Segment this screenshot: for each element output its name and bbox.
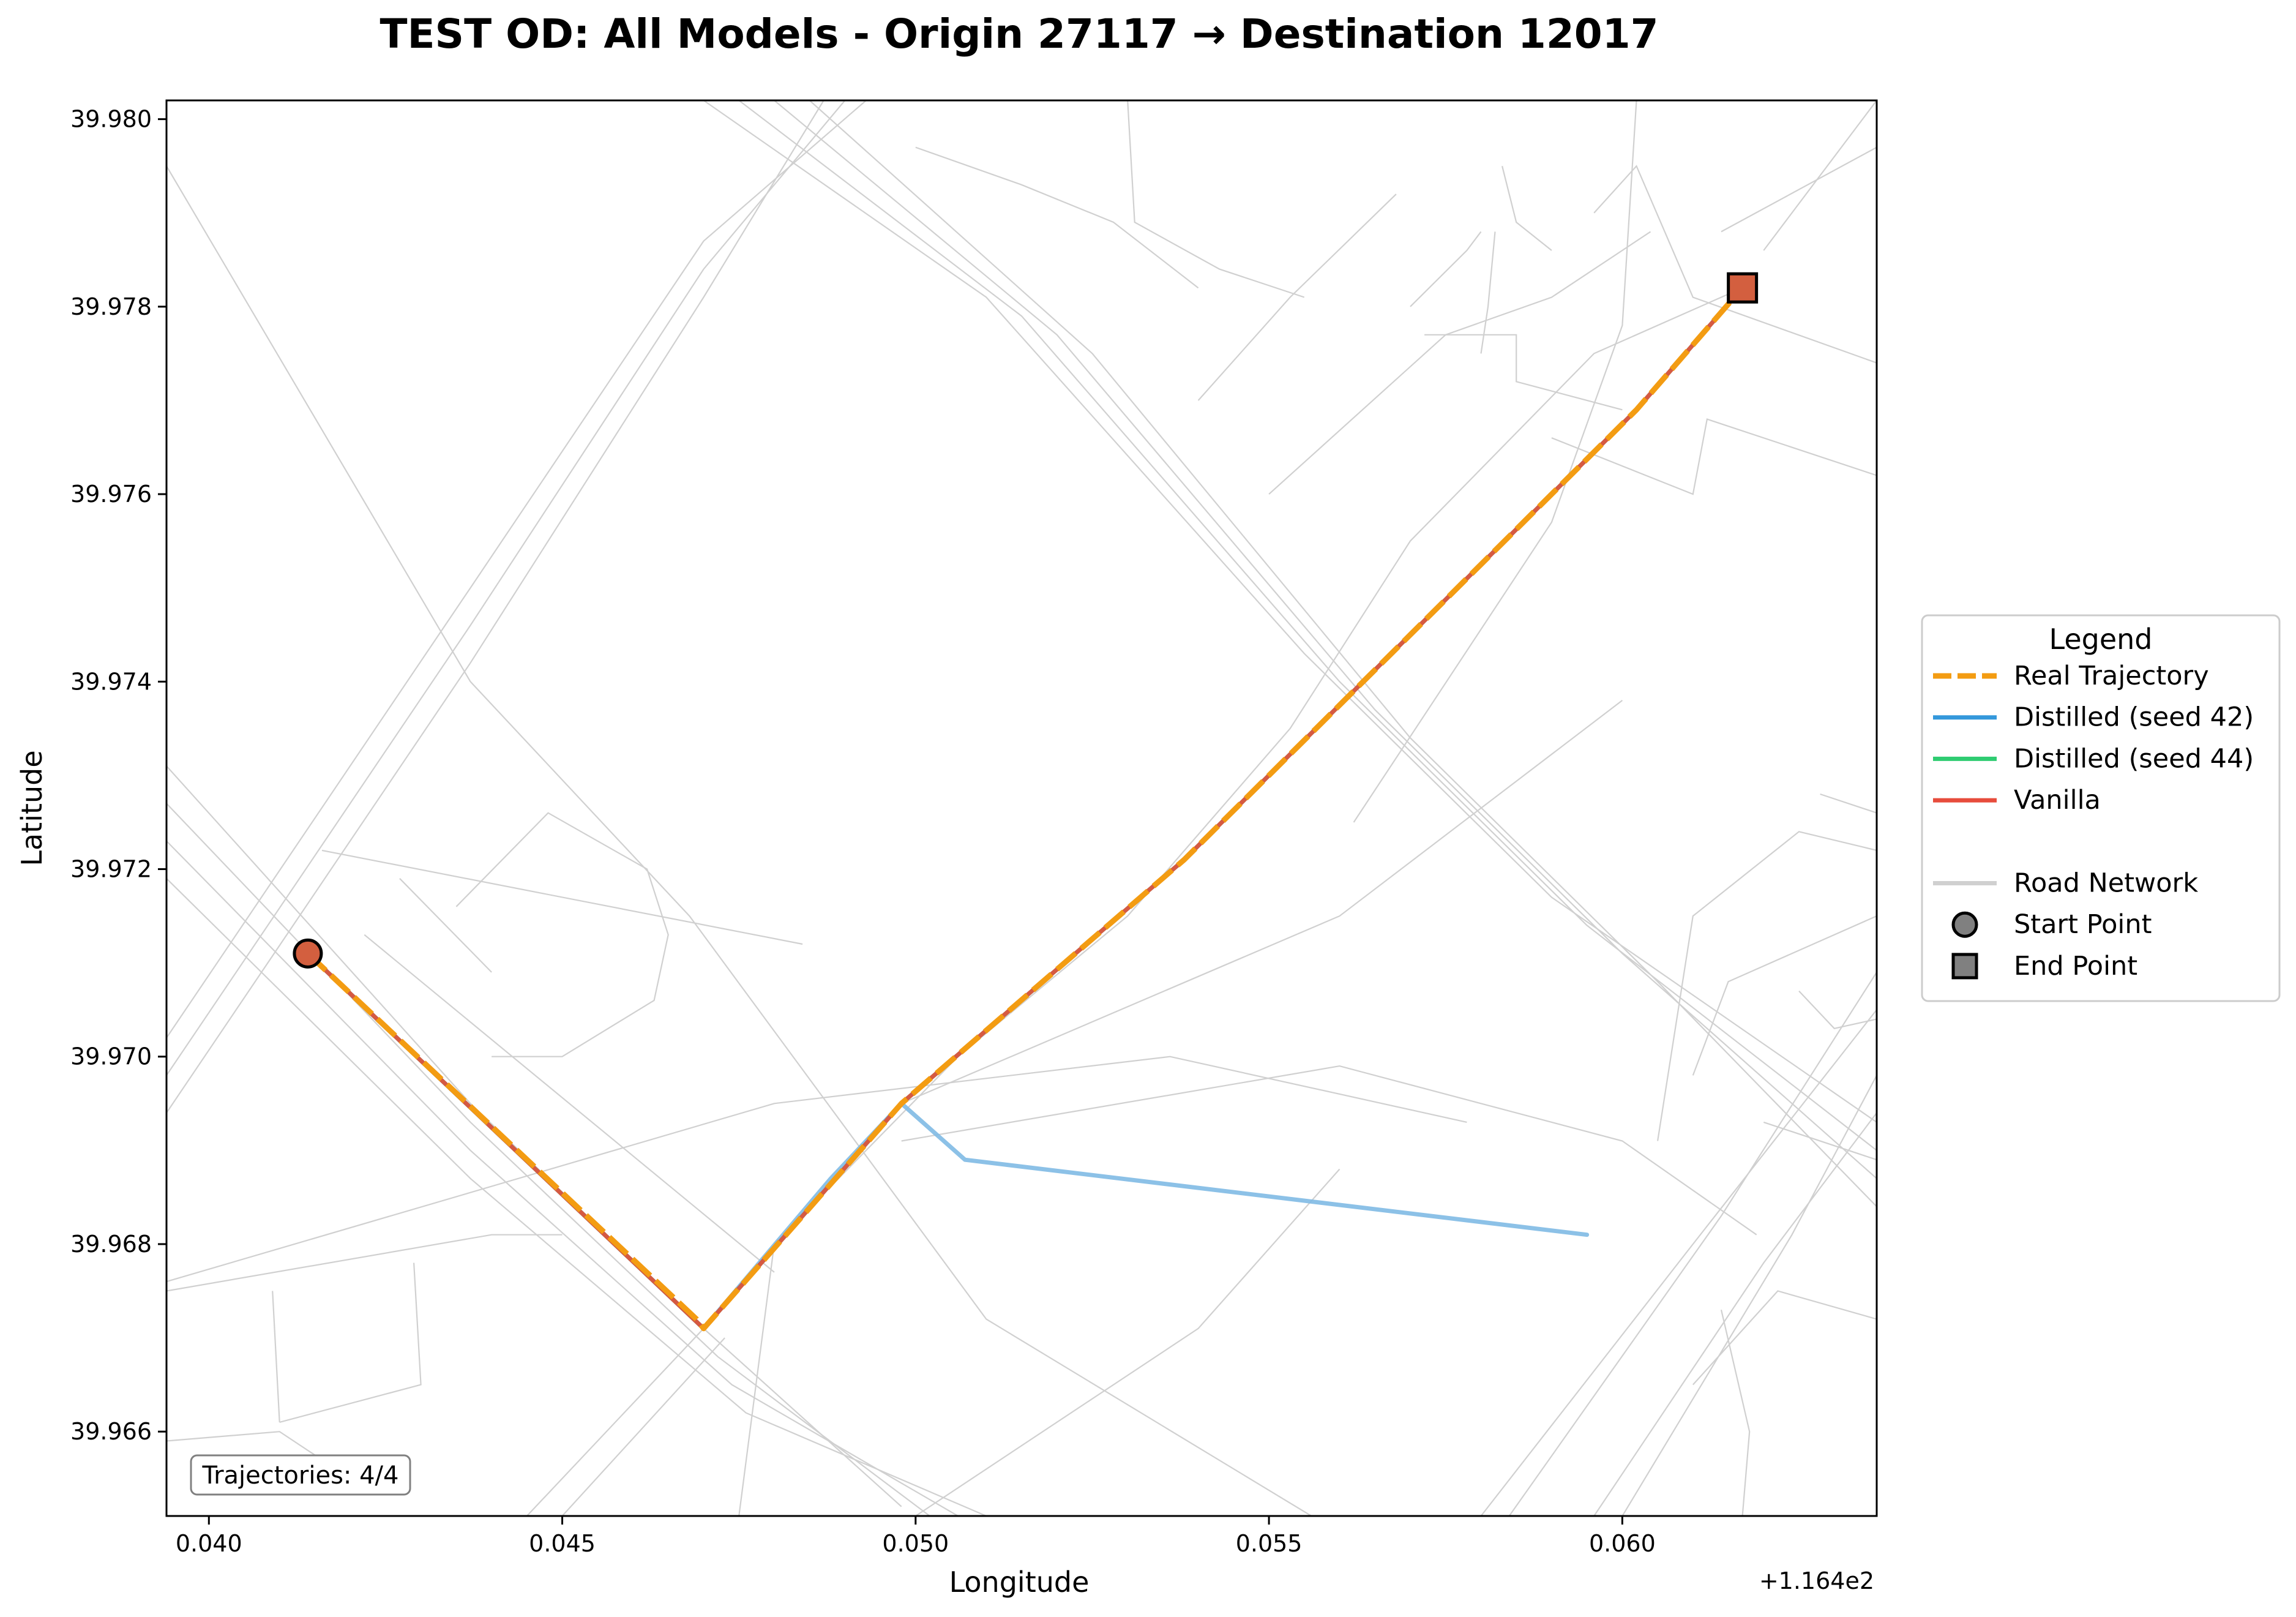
road-segment xyxy=(1820,793,1877,814)
start-point-marker xyxy=(293,938,323,969)
road-segment xyxy=(1692,1290,1877,1386)
y-tick-label: 39.980 xyxy=(70,106,152,133)
x-axis: 0.040 0.045 0.050 0.055 0.060 xyxy=(176,1516,1656,1557)
x-tick-label: 0.050 xyxy=(882,1530,949,1557)
legend-label: Start Point xyxy=(2014,909,2152,940)
trajectory-series xyxy=(305,285,1745,1332)
road-segment xyxy=(1551,418,1877,495)
chart-title: TEST OD: All Models - Origin 27117 → Des… xyxy=(380,10,1658,58)
x-tick-label: 0.045 xyxy=(529,1530,596,1557)
legend-label: End Point xyxy=(2014,951,2137,981)
y-tick-label: 39.970 xyxy=(70,1043,152,1070)
road-segment xyxy=(321,849,803,945)
legend-label: Road Network xyxy=(2014,868,2198,899)
road-segment xyxy=(166,878,987,1516)
road-segment xyxy=(1621,1075,1877,1516)
road-segment xyxy=(561,1337,725,1516)
road-segment xyxy=(166,100,846,1076)
x-axis-offset-label: +1.164e2 xyxy=(1759,1567,1874,1594)
legend-swatch-circle xyxy=(1951,911,1978,938)
road-segment xyxy=(1508,972,1877,1516)
legend-label: Distilled (seed 42) xyxy=(2014,702,2254,733)
road-segment xyxy=(166,1234,563,1292)
y-axis: 39.966 39.968 39.970 39.972 39.974 39.976 39.9… xyxy=(70,106,166,1445)
road-segment xyxy=(399,878,492,973)
series-line-real-trajectory xyxy=(305,286,1744,1332)
road-segment xyxy=(1424,334,1623,411)
road-segment xyxy=(1721,146,1877,233)
road-segment xyxy=(1410,231,1482,307)
x-axis-label: Longitude xyxy=(949,1566,1090,1599)
road-segment xyxy=(166,100,867,1038)
y-axis-label: Latitude xyxy=(15,750,48,866)
legend-items: Real Trajectory Distilled (seed 42) Distil… xyxy=(1933,661,2254,981)
y-tick-label: 39.966 xyxy=(70,1418,152,1445)
legend: Legend Real Trajectory Distilled (seed 42… xyxy=(1921,614,2281,1002)
x-tick-label: 0.040 xyxy=(176,1530,242,1557)
road-segment xyxy=(1353,100,1637,823)
legend-box xyxy=(1921,614,2281,1002)
road-segment xyxy=(915,1168,1341,1516)
legend-label: Vanilla xyxy=(2014,785,2101,816)
y-tick-label: 39.972 xyxy=(70,856,152,883)
road-segment xyxy=(166,1056,1467,1283)
road-segment xyxy=(364,934,775,1273)
annotation-box xyxy=(190,1454,411,1496)
road-segment xyxy=(774,100,1877,1179)
annotation-text: Trajectories: 4/4 xyxy=(202,1461,399,1490)
road-segment xyxy=(166,100,825,1114)
legend-label: Distilled (seed 44) xyxy=(2014,743,2254,774)
road-segment xyxy=(166,840,959,1516)
road-segment xyxy=(1593,165,1877,364)
road-segment xyxy=(1720,1309,1751,1516)
plot-area xyxy=(165,99,1878,1517)
road-segment xyxy=(1268,231,1651,495)
legend-label: Real Trajectory xyxy=(2014,661,2209,691)
road-segment xyxy=(1798,990,1877,1030)
end-point-marker xyxy=(1727,272,1759,304)
road-segment xyxy=(1480,1009,1877,1516)
road-segment xyxy=(809,100,1877,1207)
road-segment xyxy=(1197,193,1397,401)
road-segment xyxy=(1593,1112,1877,1516)
road-segment xyxy=(272,1291,280,1422)
y-tick-label: 39.968 xyxy=(70,1231,152,1258)
legend-swatch-square xyxy=(1951,953,1978,980)
road-segment xyxy=(1480,231,1496,354)
y-tick-label: 39.978 xyxy=(70,293,152,320)
road-segment xyxy=(526,1328,705,1516)
x-tick-label: 0.055 xyxy=(1236,1530,1303,1557)
road-segment xyxy=(1692,915,1877,1076)
road-segment xyxy=(915,146,1199,289)
trajectory-count-annotation: Trajectories: 4/4 xyxy=(190,1454,411,1496)
road-segment xyxy=(1763,100,1877,251)
road-segment xyxy=(1657,831,1877,1141)
od-markers xyxy=(293,272,1759,969)
road-segment xyxy=(279,1262,422,1423)
plot-frame xyxy=(165,99,1878,1517)
road-segment xyxy=(1127,100,1305,298)
x-tick-label: 0.060 xyxy=(1589,1530,1656,1557)
road-segment xyxy=(455,812,669,1057)
road-segment xyxy=(703,100,1877,1123)
y-tick-label: 39.974 xyxy=(70,668,152,695)
road-segment xyxy=(166,165,1312,1516)
road-segment xyxy=(901,700,1623,1105)
y-tick-label: 39.976 xyxy=(70,481,152,508)
road-segment xyxy=(901,1065,1757,1236)
road-segment xyxy=(1501,165,1552,251)
road-segment xyxy=(738,100,1877,1151)
legend-title: Legend xyxy=(2049,623,2153,656)
road-segment xyxy=(1763,1121,1877,1161)
